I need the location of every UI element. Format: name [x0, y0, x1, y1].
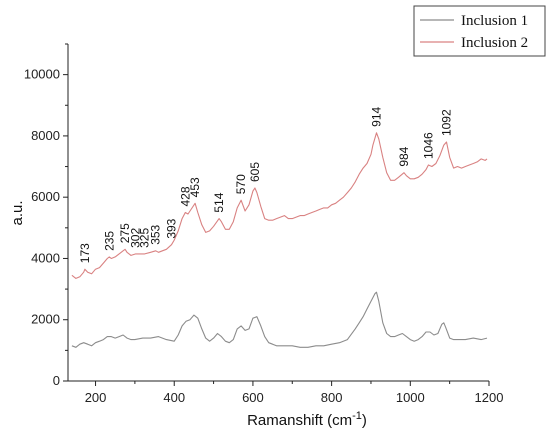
y-tick-label: 10000	[24, 67, 60, 82]
peak-label-984: 984	[397, 146, 411, 166]
peak-label-325: 325	[138, 228, 152, 248]
peak-label-1046: 1046	[421, 132, 435, 159]
y-axis-title: a.u.	[9, 200, 26, 225]
peak-label-514: 514	[212, 192, 226, 212]
peak-label-235: 235	[102, 231, 116, 251]
series-line-inclusion-1	[71, 291, 488, 348]
peak-label-453: 453	[188, 177, 202, 197]
peak-label-428: 428	[178, 186, 192, 206]
peak-label-570: 570	[234, 174, 248, 194]
x-tick-label: 200	[85, 390, 107, 405]
y-tick-label: 8000	[31, 128, 60, 143]
x-tick-label: 1000	[396, 390, 425, 405]
y-tick-label: 4000	[31, 250, 60, 265]
peak-label-173: 173	[78, 243, 92, 263]
series-line-inclusion-2	[71, 132, 488, 279]
x-axis-title-main: Ramanshift (cm	[247, 412, 352, 429]
x-tick-label: 600	[242, 390, 264, 405]
x-axis-title-superscript: -1	[352, 410, 362, 422]
legend-label-inclusion-2: Inclusion 2	[461, 35, 528, 51]
peak-label-914: 914	[369, 106, 383, 126]
series-layer	[71, 132, 488, 348]
legend-box	[413, 5, 546, 57]
peak-label-605: 605	[248, 162, 262, 182]
x-tick-label: 400	[163, 390, 185, 405]
peak-label-353: 353	[149, 224, 163, 244]
peak-label-275: 275	[118, 223, 132, 243]
legend-label-inclusion-1: Inclusion 1	[461, 13, 528, 29]
x-tick-label: 800	[321, 390, 343, 405]
peak-label-393: 393	[164, 218, 178, 238]
x-tick-label: 1200	[475, 390, 504, 405]
x-axis-title: Ramanshift (cm-1)	[247, 410, 367, 429]
x-axis-title-close: )	[362, 412, 367, 429]
axes: 0 2000 4000 6000 8000 10000 200 400 600 800 1000 12…	[24, 43, 504, 405]
peak-label-302: 302	[129, 228, 143, 248]
legend: Inclusion 1 Inclusion 2	[413, 5, 546, 57]
y-tick-label: 2000	[31, 312, 60, 327]
y-tick-label: 0	[53, 373, 60, 388]
y-tick-label: 6000	[31, 189, 60, 204]
peak-label-1092: 1092	[440, 109, 454, 136]
